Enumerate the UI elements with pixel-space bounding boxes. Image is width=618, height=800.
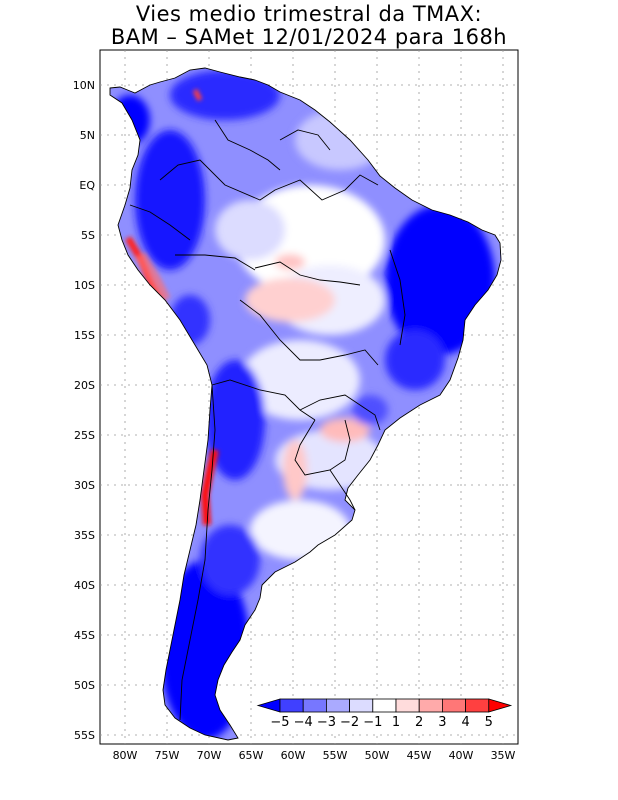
lat-label: 15S <box>74 329 95 342</box>
lat-label: 25S <box>74 429 95 442</box>
legend-label: 2 <box>415 715 423 730</box>
lon-label: 75W <box>155 749 180 762</box>
map-title-line1: Vies medio trimestral da TMAX: <box>135 2 483 26</box>
legend-label: 3 <box>438 715 446 730</box>
lon-label: 45W <box>407 749 432 762</box>
lat-label: 55S <box>74 729 95 742</box>
legend-label: 1 <box>392 715 400 730</box>
legend-label: −3 <box>317 715 336 730</box>
legend-label: −2 <box>340 715 359 730</box>
country-borders <box>109 67 502 741</box>
lat-label: 40S <box>74 579 95 592</box>
lat-label: 50S <box>74 679 95 692</box>
longitude-labels: 80W 75W 70W 65W 60W 55W 50W 45W 40W 35W <box>113 749 516 762</box>
map-title-line2: BAM – SAMet 12/01/2024 para 168h <box>110 25 508 49</box>
legend-color-box <box>325 698 350 713</box>
lon-label: 55W <box>323 749 348 762</box>
lat-label: 10S <box>74 279 95 292</box>
lat-label: 35S <box>74 529 95 542</box>
lon-label: 50W <box>365 749 390 762</box>
lon-label: 35W <box>491 749 516 762</box>
legend-color-box <box>349 698 374 713</box>
legend-color-box <box>279 698 304 713</box>
latitude-labels: 10N 5N EQ 5S 10S 15S 20S 25S 30S 35S 40S… <box>73 79 96 742</box>
lat-label: 10N <box>73 79 95 92</box>
legend-color-box <box>372 698 397 713</box>
legend-color-box <box>465 698 490 713</box>
lat-label: 45S <box>74 629 95 642</box>
legend-color-box <box>395 698 420 713</box>
legend-color-box <box>302 698 327 713</box>
lon-label: 70W <box>197 749 222 762</box>
lon-label: 40W <box>449 749 474 762</box>
lon-label: 80W <box>113 749 138 762</box>
lon-label: 65W <box>239 749 264 762</box>
lon-label: 60W <box>281 749 306 762</box>
lat-label: EQ <box>79 179 95 192</box>
color-legend: −5 −4 −3 −2 −1 1 2 3 4 5 <box>255 697 513 733</box>
legend-color-box <box>441 698 466 713</box>
legend-label: −5 <box>270 715 289 730</box>
legend-color-box <box>418 698 443 713</box>
legend-label: −1 <box>363 715 382 730</box>
lat-label: 30S <box>74 479 95 492</box>
legend-arrow-high <box>488 698 513 713</box>
lat-label: 5S <box>81 229 95 242</box>
lat-label: 20S <box>74 379 95 392</box>
legend-label: 4 <box>461 715 469 730</box>
lat-label: 5N <box>80 129 95 142</box>
legend-label: −4 <box>294 715 313 730</box>
legend-label: 5 <box>485 715 493 730</box>
